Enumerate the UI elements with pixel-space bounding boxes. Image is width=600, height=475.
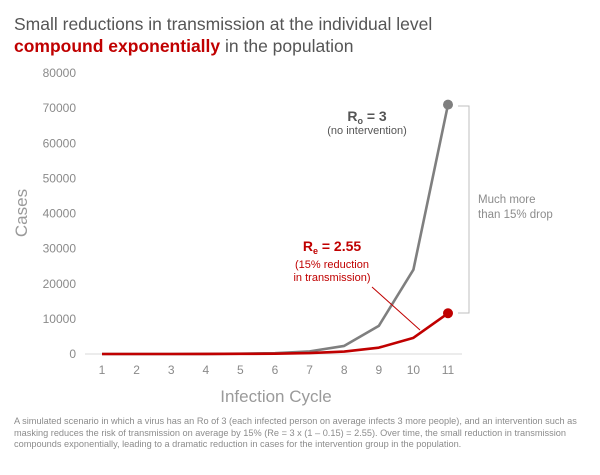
x-tick-label: 7 xyxy=(306,363,313,377)
series-layer xyxy=(102,99,453,356)
red-series-label: Re = 2.55 xyxy=(303,238,362,256)
x-tick-label: 4 xyxy=(202,363,209,377)
gray-series-label: Ro = 3 xyxy=(347,108,387,126)
x-tick-label: 10 xyxy=(407,363,421,377)
y-tick-label: 20000 xyxy=(43,277,77,291)
title-line-1: Small reductions in transmission at the … xyxy=(14,14,433,34)
y-tick-label: 30000 xyxy=(43,242,77,256)
y-tick-label: 60000 xyxy=(43,136,77,150)
red-label-r: R xyxy=(303,238,313,254)
y-axis-label: Cases xyxy=(12,189,31,237)
x-axis: 1 2 3 4 5 6 7 8 9 10 11 xyxy=(99,363,455,377)
red-label-leader-line xyxy=(371,286,421,331)
x-tick-label: 8 xyxy=(341,363,348,377)
title-emphasis: compound exponentially xyxy=(14,36,221,56)
x-axis-label: Infection Cycle xyxy=(220,387,332,406)
red-label-value: = 2.55 xyxy=(318,238,361,254)
x-tick-label: 3 xyxy=(168,363,175,377)
bracket-note-2: than 15% drop xyxy=(478,209,553,221)
x-tick-label: 1 xyxy=(99,363,106,377)
red-series-end-point xyxy=(443,308,453,319)
red-series-line xyxy=(102,312,449,356)
gray-label-sub: o xyxy=(357,116,363,126)
red-series-note-1: (15% reduction xyxy=(295,259,369,271)
figure-caption: A simulated scenario in which a virus ha… xyxy=(14,416,577,449)
difference-bracket xyxy=(458,105,470,314)
chart-title: Small reductions in transmission at the … xyxy=(14,13,584,57)
y-tick-label: 50000 xyxy=(43,171,77,185)
gray-series-end-point xyxy=(443,99,453,110)
gray-series-line xyxy=(102,104,450,356)
gray-label-value: = 3 xyxy=(363,108,387,124)
y-tick-label: 40000 xyxy=(43,207,77,221)
gray-label-r: R xyxy=(347,108,357,124)
title-rest: in the population xyxy=(220,36,354,56)
x-tick-label: 6 xyxy=(272,363,279,377)
y-tick-label: 0 xyxy=(69,347,76,361)
bracket-note-1: Much more xyxy=(478,194,536,206)
gray-series-note: (no intervention) xyxy=(327,125,407,137)
y-axis: 0 10000 20000 30000 40000 50000 60000 70000 8000… xyxy=(43,66,77,361)
y-tick-label: 10000 xyxy=(43,312,77,326)
x-tick-label: 11 xyxy=(442,363,455,377)
red-series-note-2: in transmission) xyxy=(293,272,370,284)
red-label-sub: e xyxy=(313,246,318,256)
x-tick-label: 2 xyxy=(133,363,140,377)
y-tick-label: 80000 xyxy=(43,66,77,80)
x-tick-label: 9 xyxy=(375,363,382,377)
x-tick-label: 5 xyxy=(237,363,244,377)
y-tick-label: 70000 xyxy=(43,101,77,115)
title-line-2: compound exponentially in the population xyxy=(14,35,584,57)
